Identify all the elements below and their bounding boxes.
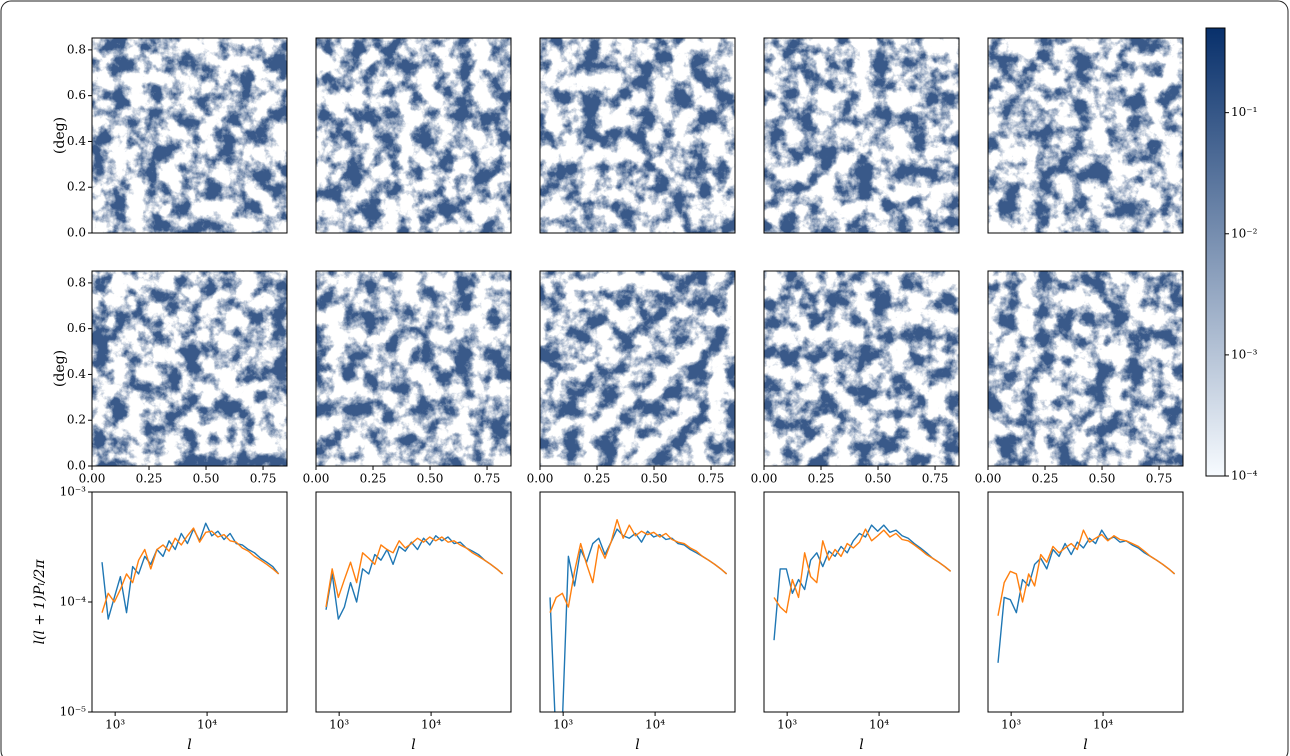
axes-frame	[91, 37, 288, 234]
x-tick-label: 0.75	[698, 472, 725, 486]
colorbar-tick-label: 10⁻⁴	[1231, 469, 1258, 483]
map-texture	[540, 38, 735, 233]
x-tick-label: 0.75	[1146, 472, 1173, 486]
y-tick-label: 0.2	[67, 180, 86, 194]
y-axis-label: l(l + 1)Pₗ/2π	[32, 559, 48, 645]
x-tick-label: 0.00	[975, 472, 1002, 486]
x-tick-label: 10³	[1001, 718, 1021, 732]
spectrum-line	[101, 527, 280, 613]
x-tick-label: 0.25	[808, 472, 835, 486]
x-axis-label: l	[1083, 737, 1087, 753]
spectrum-line	[549, 519, 728, 613]
axes-frame	[315, 37, 512, 234]
axes-frame	[987, 270, 1184, 467]
spectrum-line	[325, 535, 504, 620]
x-tick-label: 0.00	[79, 472, 106, 486]
y-tick-label: 0.6	[67, 321, 86, 335]
spectrum-line	[997, 529, 1176, 616]
x-tick-label: 0.25	[360, 472, 387, 486]
x-tick-label: 10⁴	[645, 718, 665, 732]
x-tick-label: 10⁴	[869, 718, 889, 732]
map-texture	[92, 38, 287, 233]
x-tick-label: 0.25	[1032, 472, 1059, 486]
spectrum-line	[325, 536, 504, 608]
colorbar	[1205, 27, 1226, 477]
y-tick-label: 0.2	[67, 413, 86, 427]
x-tick-label: 0.50	[193, 472, 220, 486]
axes-frame	[91, 270, 288, 467]
y-tick-label: 10⁻⁵	[60, 705, 87, 719]
x-tick-label: 10³	[777, 718, 797, 732]
map-texture	[316, 271, 511, 466]
y-tick-label: 0.8	[67, 42, 86, 56]
y-tick-label: 10⁻⁴	[60, 595, 87, 609]
axes-frame	[539, 491, 736, 713]
x-axis-label: l	[187, 737, 191, 753]
x-tick-label: 0.50	[417, 472, 444, 486]
spectrum-line	[997, 529, 1176, 663]
x-tick-label: 10⁴	[197, 718, 217, 732]
x-tick-label: 10⁴	[421, 718, 441, 732]
y-tick-label: 0.6	[67, 88, 86, 102]
x-axis-label: l	[635, 737, 639, 753]
x-tick-label: 10⁴	[1093, 718, 1113, 732]
x-tick-label: 0.75	[474, 472, 501, 486]
y-axis-label: (deg)	[52, 117, 68, 154]
axes-frame	[987, 37, 1184, 234]
axes-frame	[763, 37, 960, 234]
y-axis-label: (deg)	[52, 350, 68, 387]
x-tick-label: 10³	[553, 718, 573, 732]
map-texture	[540, 271, 735, 466]
map-texture	[764, 38, 959, 233]
x-tick-label: 0.00	[751, 472, 778, 486]
x-tick-label: 0.25	[136, 472, 163, 486]
colorbar-tick-label: 10⁻²	[1231, 226, 1258, 240]
x-tick-label: 0.50	[641, 472, 668, 486]
map-texture	[988, 271, 1183, 466]
y-tick-label: 0.4	[67, 134, 86, 148]
y-tick-label: 10⁻³	[60, 485, 87, 499]
x-tick-label: 10³	[105, 718, 125, 732]
x-tick-label: 0.25	[584, 472, 611, 486]
x-tick-label: 10³	[329, 718, 349, 732]
spectrum-line	[549, 528, 728, 712]
axes-frame	[539, 37, 736, 234]
x-tick-label: 0.50	[1089, 472, 1116, 486]
colorbar-tick-label: 10⁻³	[1231, 347, 1258, 361]
axes-frame	[539, 270, 736, 467]
x-axis-label: l	[411, 737, 415, 753]
map-texture	[92, 271, 287, 466]
y-tick-label: 0.0	[67, 459, 86, 473]
x-axis-label: l	[859, 737, 863, 753]
map-texture	[988, 38, 1183, 233]
spectrum-line	[773, 528, 952, 614]
axes-frame	[763, 270, 960, 467]
x-tick-label: 0.75	[250, 472, 277, 486]
axes-frame	[315, 270, 512, 467]
map-texture	[316, 38, 511, 233]
map-texture	[764, 271, 959, 466]
axes-frame	[987, 491, 1184, 713]
axes-frame	[763, 491, 960, 713]
x-tick-label: 0.75	[922, 472, 949, 486]
x-tick-label: 0.50	[865, 472, 892, 486]
x-tick-label: 0.00	[303, 472, 330, 486]
y-tick-label: 0.0	[67, 226, 86, 240]
axes-frame	[315, 491, 512, 713]
x-tick-label: 0.00	[527, 472, 554, 486]
y-tick-label: 0.4	[67, 367, 86, 381]
colorbar-tick-label: 10⁻¹	[1231, 105, 1257, 119]
y-tick-label: 0.8	[67, 275, 86, 289]
spectrum-line	[101, 522, 280, 620]
